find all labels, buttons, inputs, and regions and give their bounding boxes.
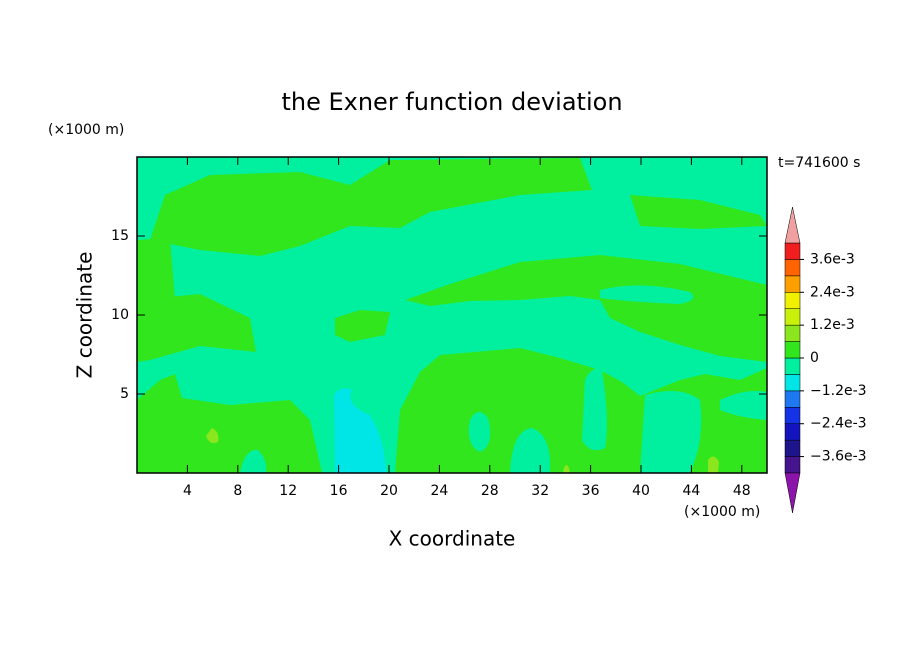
contour-region (335, 310, 390, 342)
contour-region (600, 285, 694, 304)
colorbar-tick-label: 1.2e-3 (810, 317, 855, 333)
contour-region (582, 368, 607, 451)
colorbar-under (784, 472, 801, 514)
y-tick-label: 15 (111, 228, 129, 244)
colorbar-band (784, 423, 801, 441)
colorbar-band (784, 407, 801, 424)
x-tick-label: 28 (481, 483, 499, 499)
contour-region (405, 255, 767, 362)
x-tick-label: 32 (531, 483, 549, 499)
colorbar-band (784, 324, 801, 342)
y-tick-label: 10 (111, 307, 129, 323)
chart-title: the Exner function deviation (281, 88, 622, 116)
colorbar-tick-label: −1.2e-3 (810, 383, 867, 399)
colorbar-band (784, 374, 801, 392)
y-axis-label: Z coordinate (73, 252, 97, 379)
contour-region (640, 391, 702, 473)
x-tick-label: 36 (582, 483, 600, 499)
x-tick-label: 16 (330, 483, 348, 499)
colorbar-tick-label: 2.4e-3 (810, 284, 855, 300)
colorbar-band (784, 390, 801, 408)
contour-region (137, 238, 175, 302)
x-unit: (×1000 m) (684, 504, 760, 520)
x-tick-label: 48 (733, 483, 751, 499)
x-tick-label: 24 (430, 483, 448, 499)
contour-field (137, 157, 767, 473)
colorbar-band (784, 275, 801, 293)
colorbar-band (784, 439, 801, 457)
x-tick-label: 12 (279, 483, 297, 499)
colorbar-band (784, 456, 801, 474)
contour-region (708, 456, 719, 473)
colorbar-band (784, 357, 801, 375)
contour-region (150, 158, 592, 256)
colorbar-band (784, 341, 801, 359)
contour-region (240, 449, 267, 473)
x-axis-label: X coordinate (389, 527, 516, 551)
contour-region (137, 294, 256, 362)
x-tick-label: 8 (233, 483, 242, 499)
contour-region (510, 428, 551, 473)
colorbar-tick-label: −3.6e-3 (810, 449, 867, 465)
contour-region (563, 464, 570, 473)
contour-region (137, 374, 322, 473)
x-tick-label: 44 (682, 483, 700, 499)
contour-region (630, 195, 767, 229)
colorbar-tick-label: 0 (810, 350, 819, 366)
colorbar-band (784, 242, 801, 260)
colorbar-over (784, 206, 801, 244)
colorbar-tick-label: 3.6e-3 (810, 251, 855, 267)
y-tick-label: 5 (120, 386, 129, 402)
colorbar-band (784, 308, 801, 326)
colorbar-tick-label: −2.4e-3 (810, 416, 867, 432)
y-unit: (×1000 m) (48, 122, 124, 138)
x-tick-label: 20 (380, 483, 398, 499)
contour-region (468, 411, 491, 452)
colorbar-band (784, 259, 801, 277)
contour-region (720, 391, 767, 420)
contour-region (206, 428, 219, 444)
colorbar-band (784, 292, 801, 309)
contour-region (334, 388, 386, 473)
x-tick-label: 4 (183, 483, 192, 499)
time-label: t=741600 s (778, 155, 860, 171)
x-tick-label: 40 (632, 483, 650, 499)
